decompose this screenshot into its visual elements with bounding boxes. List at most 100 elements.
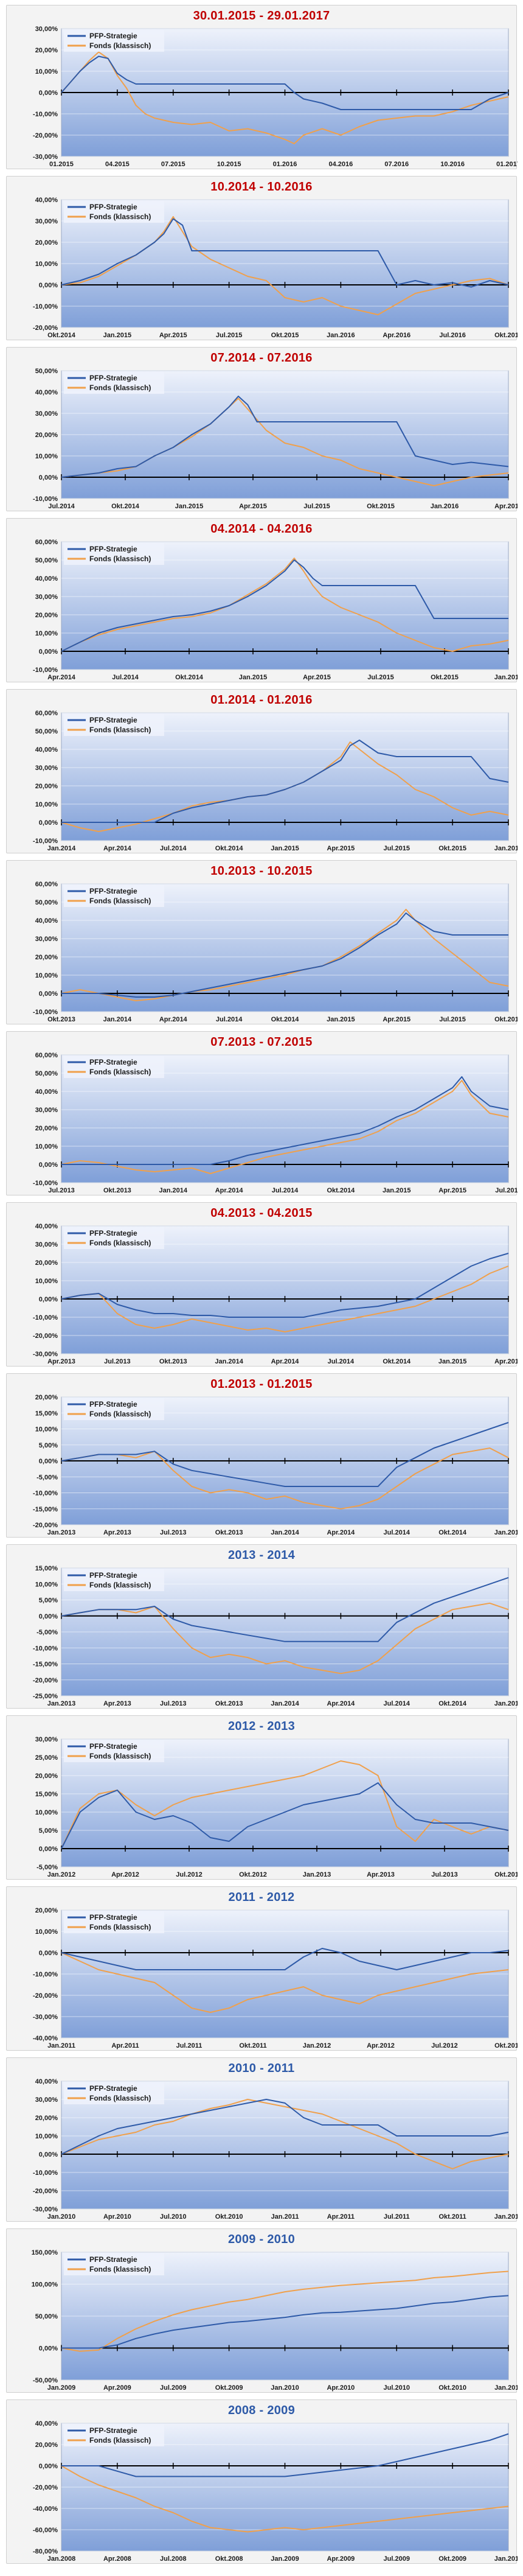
x-tick-label: Jan.2011 (494, 2384, 518, 2392)
y-tick-label: 15,00% (35, 1791, 58, 1798)
y-tick-label: 10,00% (35, 1143, 58, 1150)
x-tick-label: Jul.2014 (384, 1529, 410, 1536)
legend-box (64, 885, 164, 907)
x-tick-label: Okt.2014 (438, 1529, 467, 1536)
chart-panel: 30.01.2015 - 29.01.2017 30,00% 20,00% 10,00… (6, 5, 518, 169)
series-line-fonds (61, 1447, 509, 1510)
y-tick-label: 20,00% (35, 1773, 58, 1780)
y-tick-label: -5,00% (36, 1474, 58, 1481)
x-tick-label: Apr.2010 (103, 2213, 131, 2221)
legend-box (64, 714, 164, 736)
series-line-fonds (61, 1952, 509, 2013)
x-tick-label: Jan.2010 (47, 2213, 75, 2221)
x-tick-label: Okt.2013 (47, 1016, 75, 1023)
line-chart: 60,00% 50,00% 40,00% 30,00% 20,00% 10,00% 0,00… (33, 539, 518, 681)
x-tick-label: Okt.2013 (103, 1187, 131, 1194)
series-line-pfp (61, 1076, 509, 1165)
y-tick-label: 50,00% (35, 368, 58, 375)
y-tick-label: 20,00% (35, 239, 58, 247)
y-tick-label: -20,00% (33, 1677, 58, 1684)
legend-label-pfp: PFP-Strategie (89, 1913, 137, 1922)
x-tick-label: Jan.2016 (494, 845, 518, 852)
x-tick-label: Jan.2015 (327, 1016, 355, 1023)
legend-label-fonds: Fonds (klassisch) (89, 1068, 151, 1076)
y-tick-label: 15,00% (35, 1565, 58, 1572)
legend-label-pfp: PFP-Strategie (89, 887, 137, 895)
x-tick-label: Okt.2011 (438, 2213, 466, 2221)
x-tick-label: Jan.2012 (47, 1871, 75, 1878)
legend-box (64, 1227, 164, 1249)
x-tick-label: Okt.2013 (215, 1529, 243, 1536)
y-tick-label: 40,00% (35, 1223, 58, 1230)
line-chart: 60,00% 50,00% 40,00% 30,00% 20,00% 10,00% 0,00… (33, 710, 518, 852)
y-tick-label: 60,00% (35, 539, 58, 546)
legend-label-fonds: Fonds (klassisch) (89, 726, 151, 734)
y-tick-label: 0,00% (39, 2345, 58, 2353)
y-tick-label: 0,00% (39, 1846, 58, 1853)
y-tick-label: -10,00% (33, 1645, 58, 1652)
chart-panel: 2011 - 2012 20,00% 10,00% 0,00% -10,00% -20,0… (6, 1886, 518, 2051)
line-chart: 40,00% 20,00% 0,00% -20,00% -40,00% -60,00% -8… (33, 2420, 518, 2563)
x-tick-label: Jan.2010 (494, 2555, 518, 2563)
y-tick-label: 20,00% (35, 783, 58, 790)
x-tick-label: Jul.2009 (384, 2555, 410, 2563)
y-tick-label: 30,00% (35, 936, 58, 943)
y-tick-label: 20,00% (35, 432, 58, 439)
chart-title: 2012 - 2013 (227, 1720, 296, 1733)
y-tick-label: 10,00% (35, 68, 58, 75)
legend-box (64, 372, 164, 394)
y-tick-label: -20,00% (33, 2484, 58, 2491)
x-tick-label: Jul.2013 (160, 1700, 186, 1707)
y-tick-label: 10,00% (35, 1278, 58, 1285)
line-chart: 60,00% 50,00% 40,00% 30,00% 20,00% 10,00% 0,00… (33, 1052, 518, 1194)
series-line-fonds (61, 1265, 509, 1332)
x-tick-label: Jul.2015 (495, 1187, 518, 1194)
y-tick-label: 0,00% (39, 819, 58, 827)
series-line-pfp (61, 1422, 509, 1487)
x-tick-label: Jul.2015 (216, 332, 242, 339)
chart-panel: 2009 - 2010 150,00% 100,00% 50,00% 0,00% -50,… (6, 2228, 518, 2393)
line-chart: 40,00% 30,00% 20,00% 10,00% 0,00% -10,00% -20,… (33, 197, 518, 339)
chart-panel: 04.2014 - 04.2016 60,00% 50,00% 40,00% 30,00… (6, 518, 518, 682)
y-tick-label: 10,00% (35, 1426, 58, 1433)
x-tick-label: Jan.2016 (494, 674, 518, 681)
series-line-pfp (61, 1782, 509, 1849)
y-tick-label: -5,00% (36, 1629, 58, 1636)
x-tick-label: Jan.2015 (383, 1187, 410, 1194)
y-tick-label: 50,00% (35, 557, 58, 564)
y-tick-label: -10,00% (33, 303, 58, 310)
x-tick-label: Jul.2014 (328, 1358, 355, 1365)
x-tick-label: Jan.2015 (103, 332, 131, 339)
x-tick-label: Apr.2009 (327, 2555, 355, 2563)
x-tick-label: Okt.2014 (438, 1700, 467, 1707)
line-chart: 50,00% 40,00% 30,00% 20,00% 10,00% 0,00% -10,0… (33, 368, 518, 510)
y-tick-label: -10,00% (33, 1009, 58, 1016)
x-tick-label: Apr.2012 (367, 2042, 395, 2049)
x-tick-label: Okt.2015 (367, 503, 395, 510)
x-tick-label: Apr.2011 (111, 2042, 139, 2049)
x-tick-label: Apr.2016 (494, 503, 518, 510)
y-tick-label: 20,00% (35, 2441, 58, 2449)
y-tick-label: 15,00% (35, 1410, 58, 1417)
x-tick-label: Jul.2014 (384, 1700, 410, 1707)
x-tick-label: Jan.2016 (431, 503, 459, 510)
legend-label-pfp: PFP-Strategie (89, 1742, 137, 1751)
x-tick-label: Apr.2013 (103, 1529, 131, 1536)
y-tick-label: 10,00% (35, 1928, 58, 1936)
y-tick-label: -10,00% (33, 667, 58, 674)
x-tick-label: 10.2015 (217, 161, 241, 168)
x-tick-label: Jul.2013 (431, 1871, 457, 1878)
y-tick-label: -80,00% (33, 2548, 58, 2555)
x-tick-label: Jan.2014 (215, 1358, 243, 1365)
y-tick-label: -30,00% (33, 2014, 58, 2021)
y-tick-label: 30,00% (35, 1241, 58, 1248)
y-tick-label: 0,00% (39, 474, 58, 481)
x-tick-label: Apr.2014 (327, 1529, 355, 1536)
y-tick-label: 20,00% (35, 47, 58, 54)
